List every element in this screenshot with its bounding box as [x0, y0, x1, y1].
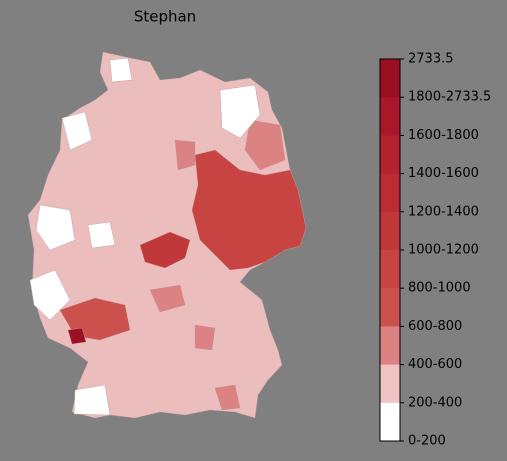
colorbar-band — [380, 59, 400, 98]
colorbar-label: 1200-1400 — [408, 204, 479, 219]
colorbar-label: 2733.5 — [408, 52, 454, 67]
colorbar-band — [380, 211, 400, 251]
colorbar-band — [380, 97, 400, 136]
germany-map — [27, 51, 307, 419]
colorbar-label: 1400-1600 — [408, 166, 479, 181]
colorbar-label: 0-200 — [408, 434, 446, 449]
colorbar-band — [380, 250, 400, 289]
colorbar-band — [380, 135, 400, 175]
colorbar-band — [380, 364, 400, 404]
region-low — [29, 57, 261, 416]
region-high — [139, 231, 191, 269]
colorbar-label: 800-1000 — [408, 281, 471, 296]
colorbar-label: 200-400 — [408, 395, 462, 410]
colorbar-band — [380, 326, 400, 366]
colorbar-band — [380, 402, 400, 442]
colorbar-label: 1600-1800 — [408, 128, 479, 143]
colorbar-label: 1800-2733.5 — [408, 90, 491, 105]
region-mid — [149, 119, 286, 411]
region-top — [67, 327, 87, 345]
region-high — [191, 149, 307, 271]
colorbar-band — [380, 173, 400, 213]
colorbar: 2733.5 1800-2733.5 1600-1800 1400-1600 1200-… — [379, 52, 491, 449]
colorbar-label: 600-800 — [408, 319, 462, 334]
colorbar-band — [380, 288, 400, 327]
map-title: Stephan — [134, 8, 196, 26]
colorbar-label: 1000-1200 — [408, 243, 479, 258]
colorbar-label: 400-600 — [408, 357, 462, 372]
